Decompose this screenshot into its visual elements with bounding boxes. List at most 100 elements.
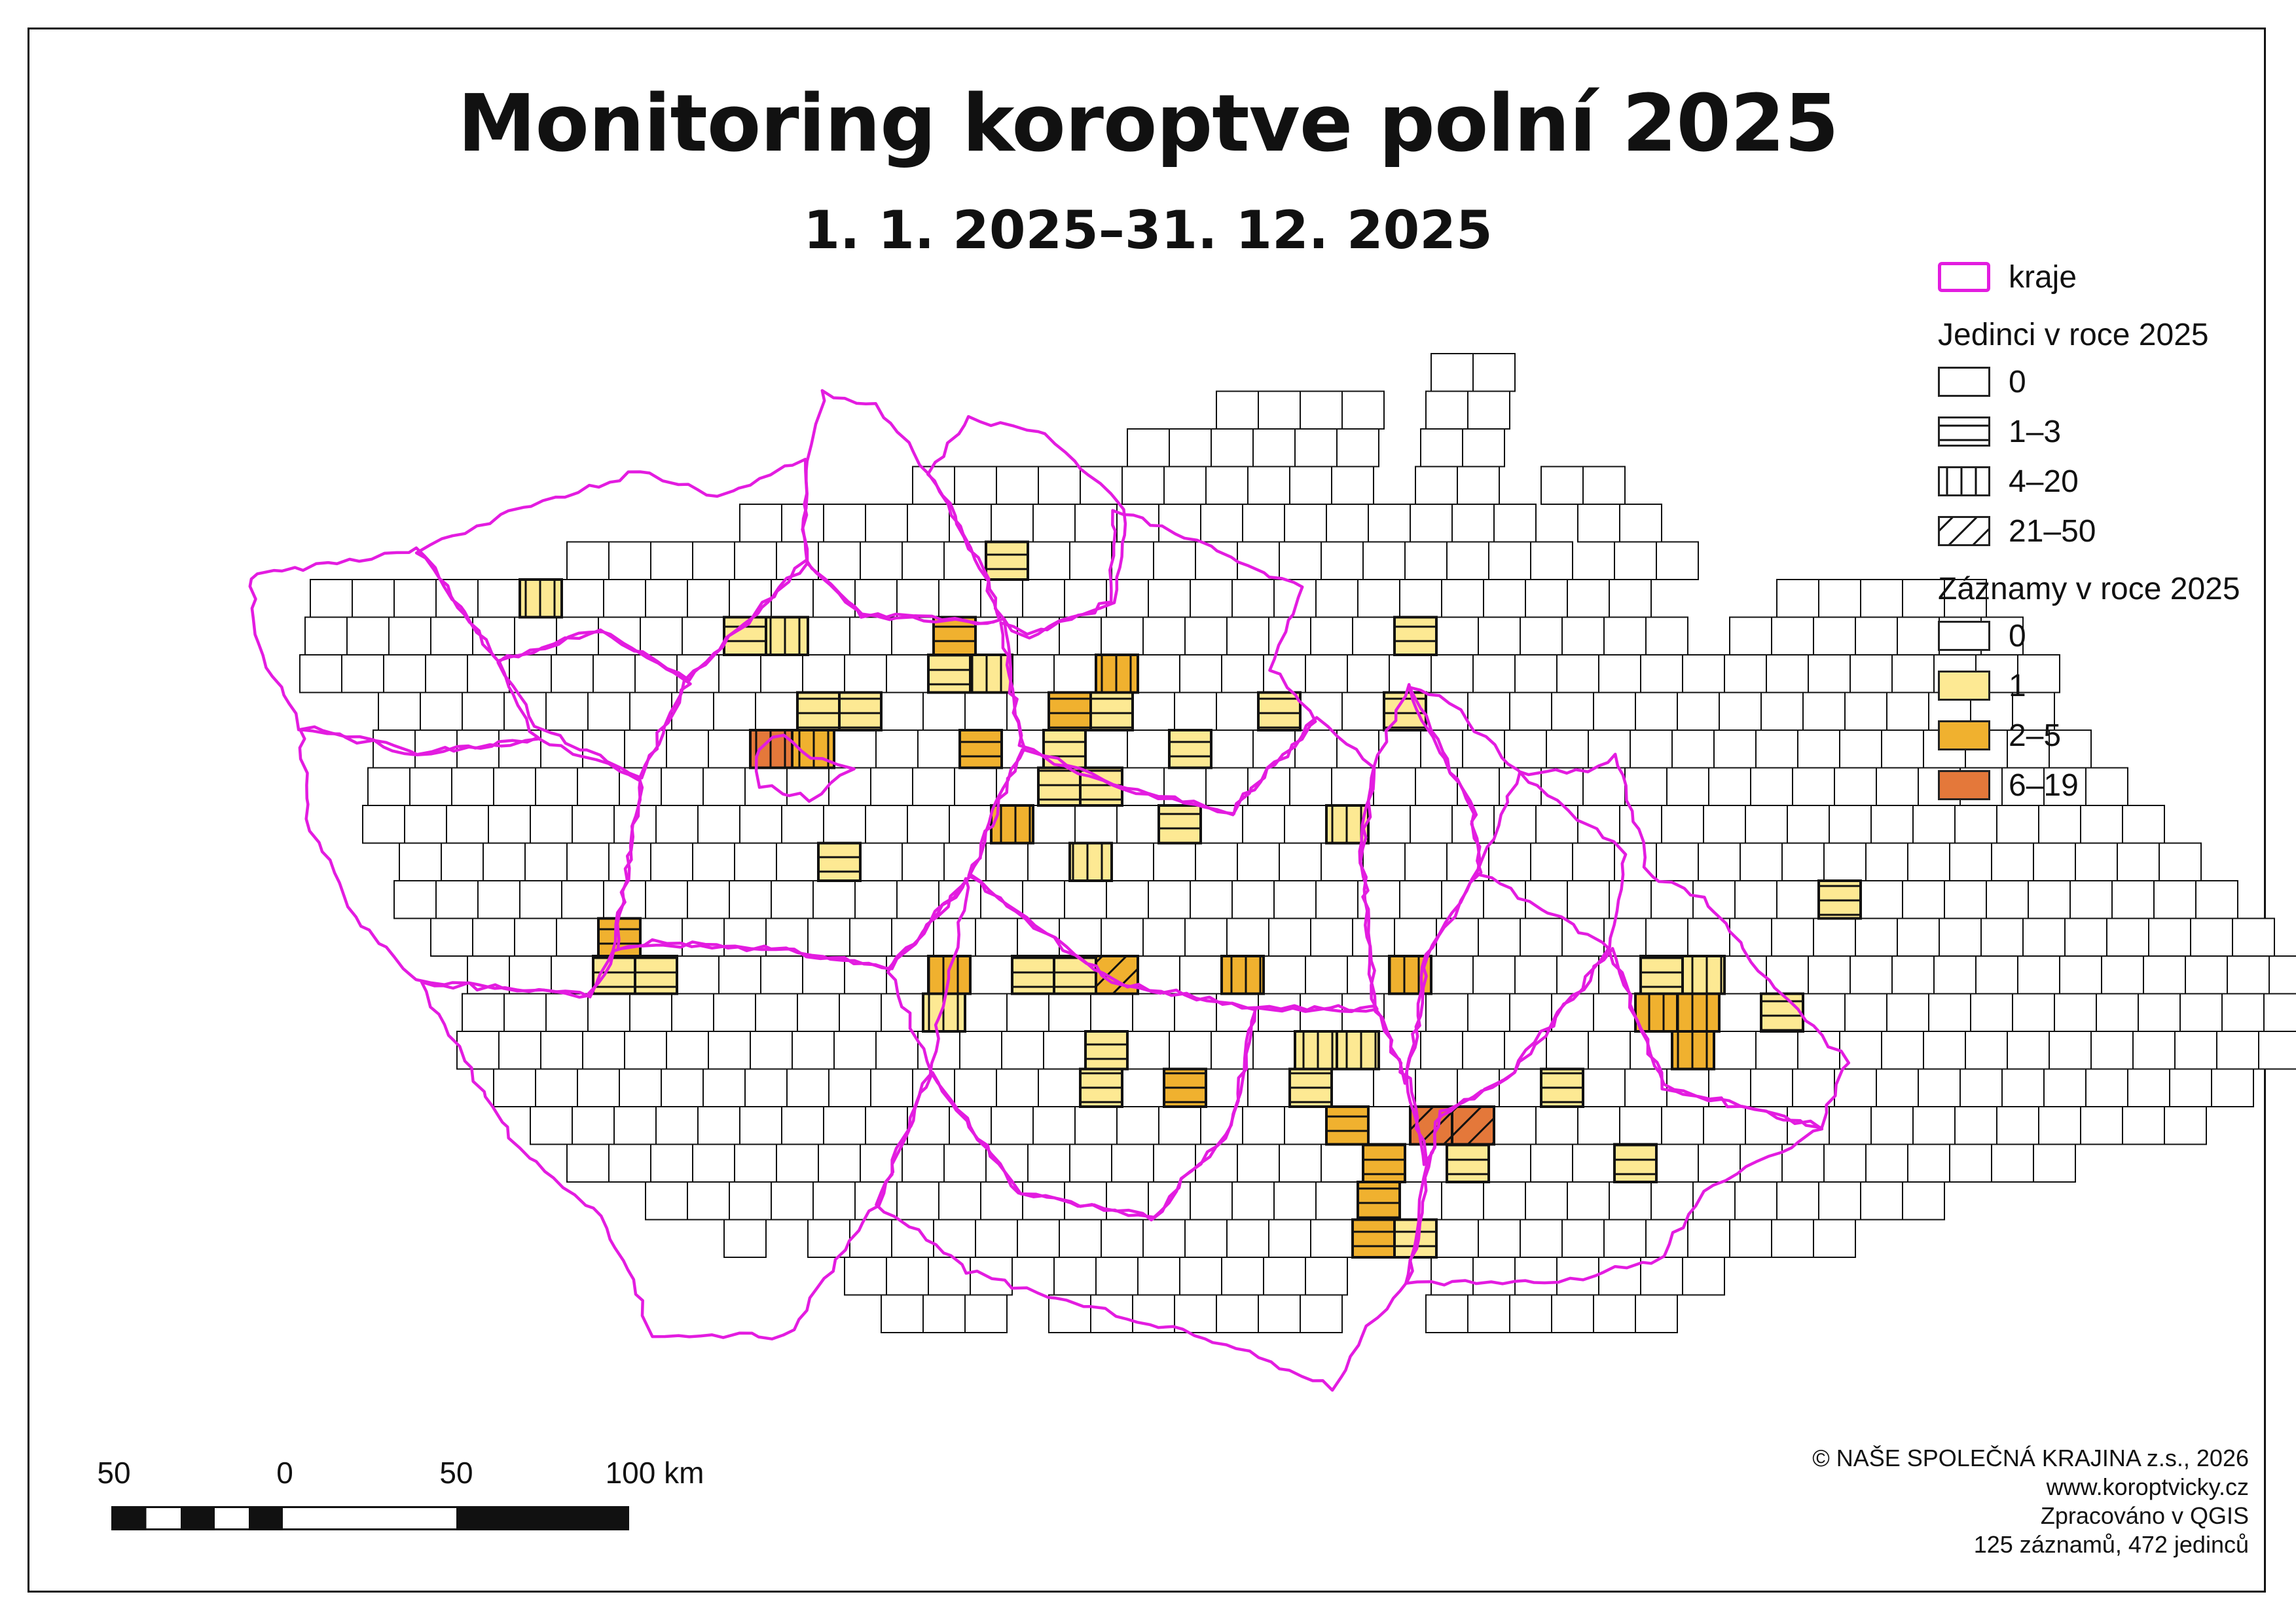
grid-cell: [1572, 1143, 1615, 1183]
grid-cell: [1582, 767, 1626, 806]
legend-individuals-1-label: 1–3: [2009, 415, 2062, 449]
grid-cell: [1818, 1181, 1861, 1221]
grid-cell: [341, 654, 384, 693]
grid-cell: [902, 842, 945, 881]
grid-cell: [922, 692, 966, 731]
grid-cell: [1902, 1181, 1945, 1221]
grid-cell: [2090, 1031, 2134, 1070]
grid-cell: [1121, 466, 1165, 505]
grid-cell: [2258, 1031, 2296, 1070]
grid-cell: [1499, 1068, 1542, 1107]
grid-cell: [865, 1106, 908, 1145]
grid-cell: [1656, 842, 1699, 881]
grid-cell: [1829, 1106, 1872, 1145]
grid-cell: [493, 767, 536, 806]
grid-cell: [938, 579, 981, 618]
grid-cell: [1258, 390, 1301, 430]
grid-cell: [498, 729, 541, 769]
grid-cell: [1766, 654, 1809, 693]
legend-records-1-label: 1: [2009, 669, 2026, 703]
observed-cell-hatch: [817, 841, 862, 882]
grid-cell: [1022, 1181, 1065, 1221]
grid-cell: [1724, 955, 1767, 995]
observed-cell-hatch: [1336, 1030, 1380, 1071]
grid-cell: [1436, 917, 1479, 957]
grid-cell: [535, 1068, 578, 1107]
observed-cell-hatch: [1681, 955, 1726, 995]
grid-cell: [1645, 917, 1688, 957]
grid-cell: [577, 1068, 620, 1107]
grid-cell: [1242, 504, 1285, 543]
grid-cell: [1823, 1143, 1867, 1183]
grid-cell: [1808, 654, 1851, 693]
credits-website: www.koroptvicky.cz: [2046, 1473, 2249, 1500]
grid-cell: [1399, 579, 1442, 618]
grid-cell: [1221, 1257, 1264, 1296]
grid-cell: [933, 917, 976, 957]
grid-cell: [776, 1143, 819, 1183]
grid-cell: [2132, 1031, 2176, 1070]
grid-cell: [1142, 616, 1186, 655]
grid-cell: [1368, 1106, 1411, 1145]
grid-cell: [1221, 654, 1264, 693]
grid-cell: [1053, 1257, 1097, 1296]
legend-individuals-2-label: 4–20: [2009, 464, 2079, 499]
grid-cell: [1101, 616, 1144, 655]
kraj-border: [298, 728, 642, 999]
grid-cell: [451, 767, 494, 806]
grid-cell: [1504, 729, 1547, 769]
grid-cell: [1729, 616, 1772, 655]
grid-cell: [1609, 1181, 1652, 1221]
grid-cell: [1357, 579, 1400, 618]
grid-cell: [975, 917, 1018, 957]
grid-cell: [1603, 1219, 1647, 1258]
grid-cell: [1352, 616, 1395, 655]
kraj-border: [754, 733, 856, 803]
grid-cell: [833, 1031, 877, 1070]
grid-cell: [1870, 1106, 1914, 1145]
grid-cell: [1430, 654, 1474, 693]
grid-cell: [807, 616, 850, 655]
grid-cell: [881, 1294, 924, 1333]
grid-cell: [1561, 917, 1605, 957]
grid-cell: [1614, 541, 1657, 580]
grid-cell: [1184, 917, 1228, 957]
grid-cell: [1609, 579, 1652, 618]
grid-cell: [1781, 842, 1825, 881]
grid-cell: [1650, 1181, 1694, 1221]
grid-cell: [603, 579, 646, 618]
grid-cell: [729, 1181, 772, 1221]
grid-cell: [1195, 842, 1238, 881]
grid-cell: [404, 805, 447, 844]
grid-cell: [1813, 616, 1856, 655]
grid-cell: [865, 504, 908, 543]
kraj-border: [875, 1004, 1429, 1392]
grid-cell: [2143, 955, 2186, 995]
grid-cell: [1939, 917, 1982, 957]
grid-cell: [2221, 993, 2265, 1032]
grid-cell: [1331, 466, 1374, 505]
grid-cell: [1881, 1031, 1924, 1070]
grid-cell: [912, 466, 955, 505]
grid-cell: [1467, 1294, 1510, 1333]
grid-cell: [1315, 1181, 1358, 1221]
grid-cell: [1530, 541, 1573, 580]
legend-individuals-2-swatch: [1938, 466, 1990, 496]
grid-cell: [1912, 805, 1956, 844]
grid-cell: [2049, 1031, 2092, 1070]
observed-cell-hatch: [1634, 992, 1679, 1033]
grid-cell: [1064, 579, 1107, 618]
grid-cell: [1771, 917, 1814, 957]
grid-cell: [1326, 504, 1369, 543]
grid-cell: [2127, 1068, 2170, 1107]
grid-cell: [645, 880, 688, 919]
observed-cell-hatch: [1362, 1143, 1406, 1183]
grid-cell: [1121, 1068, 1165, 1107]
grid-cell: [503, 692, 547, 731]
grid-cell: [1226, 616, 1269, 655]
grid-cell: [1760, 692, 1804, 731]
grid-cell: [1682, 654, 1725, 693]
grid-cell: [346, 616, 390, 655]
grid-cell: [1509, 993, 1552, 1032]
grid-cell: [1933, 955, 1977, 995]
